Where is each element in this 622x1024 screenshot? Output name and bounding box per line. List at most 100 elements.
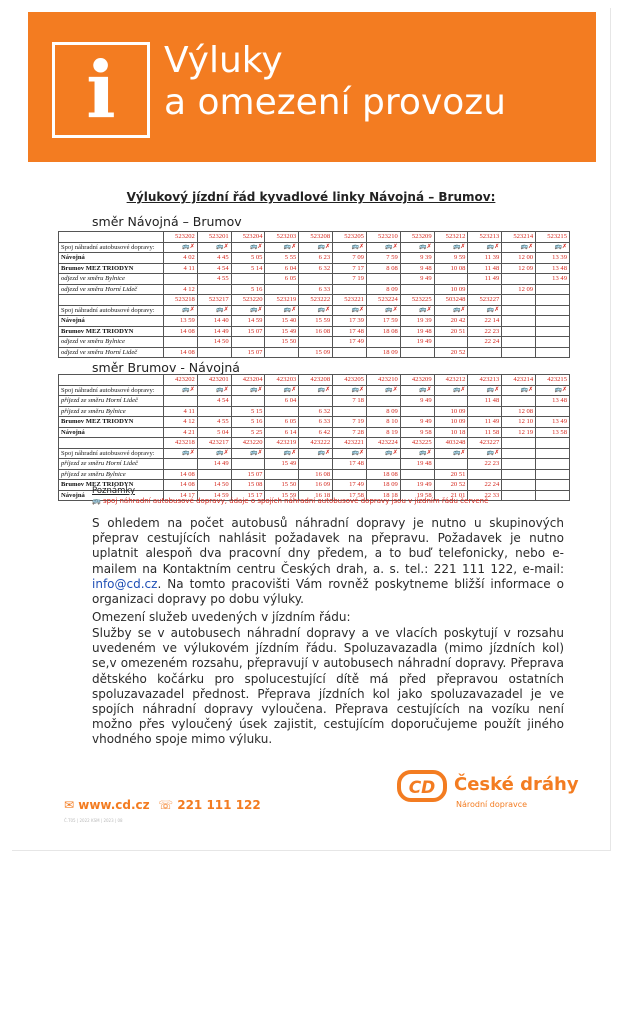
time-cell: 14 08 <box>163 468 198 480</box>
email-link[interactable]: info@cd.cz <box>92 576 158 591</box>
time-cell: 17 48 <box>332 458 367 470</box>
time-cell: 14 49 <box>196 325 232 337</box>
time-cell: 6 05 <box>264 416 300 428</box>
time-cell <box>264 346 300 358</box>
timetable-row: příjezd ze směru Horní Lideč 14 49 15 49 17… <box>58 458 570 470</box>
time-cell: 20 51 <box>433 325 469 337</box>
time-cell <box>365 273 401 285</box>
time-cell <box>501 468 537 480</box>
time-cell: 10 09 <box>433 416 469 428</box>
time-cell: 8 10 <box>365 416 401 428</box>
time-cell: 7 28 <box>332 426 367 438</box>
train-number-cell: 423209 <box>399 374 435 386</box>
timetable-row: odjezd ve směru Horní Lideč 14 08 15 07 15 … <box>58 346 570 358</box>
phone-icon: ☏ <box>158 798 174 812</box>
train-number-cell: 423205 <box>332 374 367 386</box>
time-cell <box>501 325 537 337</box>
train-number-cell: 523217 <box>196 294 232 306</box>
time-cell <box>535 315 570 327</box>
time-cell <box>399 283 435 295</box>
bus-replacement-icon: 🚌✗ <box>230 241 266 253</box>
timetable-row: Brumov MEZ TRIODYN 4 12 4 55 5 16 6 05 6 33 7 … <box>58 416 570 428</box>
bus-replacement-icon: 🚌✗ <box>433 241 469 253</box>
row-label: příjezd ze směru Bylnice <box>58 405 164 417</box>
time-cell <box>230 273 266 285</box>
time-cell <box>467 346 503 358</box>
row-label: příjezd ze směru Horní Lideč <box>58 458 164 470</box>
time-cell: 16 08 <box>298 468 334 480</box>
bus-replacement-icon: 🚌✗ <box>332 447 367 459</box>
time-cell <box>298 273 334 285</box>
time-cell <box>535 479 570 491</box>
time-cell <box>365 336 401 348</box>
train-number-cell: 523213 <box>467 231 503 243</box>
bus-replacement-icon: 🚌✗ <box>264 384 300 396</box>
info-paragraph: S ohledem na počet autobusů náhradní dop… <box>92 516 564 607</box>
train-number-cell: 423202 <box>163 374 198 386</box>
time-cell <box>535 468 570 480</box>
time-cell <box>467 468 503 480</box>
time-cell: 9 59 <box>433 252 469 264</box>
bus-replacement-icon <box>535 304 570 316</box>
train-number-cell: 403248 <box>433 437 469 449</box>
bus-replacement-icon: 🚌✗ <box>399 304 435 316</box>
time-cell: 6 32 <box>298 405 334 417</box>
footer-small-print: Č.T05 | 2022 KSM | 2023 | 08 <box>64 818 123 823</box>
time-cell: 17 59 <box>365 315 401 327</box>
footer-web-link[interactable]: www.cd.cz <box>78 798 150 812</box>
time-cell: 9 58 <box>399 426 435 438</box>
time-cell: 5 14 <box>230 262 266 274</box>
bus-replacement-icon: 🚌✗ <box>467 241 503 253</box>
time-cell: 11 48 <box>467 395 503 407</box>
time-cell <box>264 405 300 417</box>
time-cell: 9 49 <box>399 416 435 428</box>
time-cell: 5 16 <box>230 416 266 428</box>
banner-title-line2: a omezení provozu <box>164 82 506 123</box>
bus-replacement-icon <box>535 447 570 459</box>
train-number-cell: 423203 <box>264 374 300 386</box>
timetable-row: Spoj náhradní autobusové dopravy: 🚌✗ 🚌✗ 🚌✗ 🚌… <box>58 241 570 253</box>
train-number-cell: 523202 <box>163 231 198 243</box>
time-cell: 15 07 <box>230 346 266 358</box>
time-cell: 15 07 <box>230 325 266 337</box>
train-number-cell: 423225 <box>399 437 435 449</box>
train-number-cell: 423220 <box>230 437 266 449</box>
time-cell: 15 49 <box>264 325 300 337</box>
time-cell: 20 52 <box>433 479 469 491</box>
time-cell: 7 19 <box>332 416 367 428</box>
time-cell: 20 51 <box>433 468 469 480</box>
bus-replacement-icon <box>501 447 537 459</box>
time-cell <box>196 346 232 358</box>
time-cell: 6 33 <box>298 283 334 295</box>
time-cell <box>535 346 570 358</box>
timetable-direction-2: 423202 423201 423204 423203 423208 423205 4232… <box>58 374 570 501</box>
bus-replacement-icon: 🚌✗ <box>298 304 334 316</box>
timetable-row: Návojná 4 21 5 04 5 25 6 14 6 42 7 28 8 19 9 58 1… <box>58 426 570 438</box>
time-cell: 4 12 <box>163 283 198 295</box>
time-cell <box>196 283 232 295</box>
time-cell: 4 11 <box>163 262 198 274</box>
timetable-row: odjezd ve směru Bylnice 14 50 15 50 17 49 19… <box>58 336 570 348</box>
time-cell: 7 19 <box>332 273 367 285</box>
train-number-cell <box>535 294 570 306</box>
time-cell: 18 09 <box>365 346 401 358</box>
train-number-cell: 523219 <box>264 294 300 306</box>
train-number-cell <box>501 294 537 306</box>
bus-replacement-icon: 🚌✗ <box>433 384 469 396</box>
time-cell: 9 49 <box>399 273 435 285</box>
row-label <box>58 294 164 306</box>
bus-replacement-icon: 🚌✗ <box>196 304 232 316</box>
time-cell: 19 48 <box>399 325 435 337</box>
time-cell: 15 08 <box>230 479 266 491</box>
time-cell: 11 39 <box>467 252 503 264</box>
train-number-cell: 523218 <box>163 294 198 306</box>
bus-replacement-icon: 🚌✗ <box>399 447 435 459</box>
time-cell: 11 58 <box>467 426 503 438</box>
time-cell <box>501 489 537 501</box>
train-number-cell: 523224 <box>365 294 401 306</box>
bus-replacement-icon: 🚌✗ <box>298 384 334 396</box>
bus-replacement-icon: 🚌✗ <box>196 447 232 459</box>
web-icon: ✉ <box>64 798 75 812</box>
time-cell: 7 09 <box>332 252 367 264</box>
time-cell: 12 09 <box>501 283 537 295</box>
